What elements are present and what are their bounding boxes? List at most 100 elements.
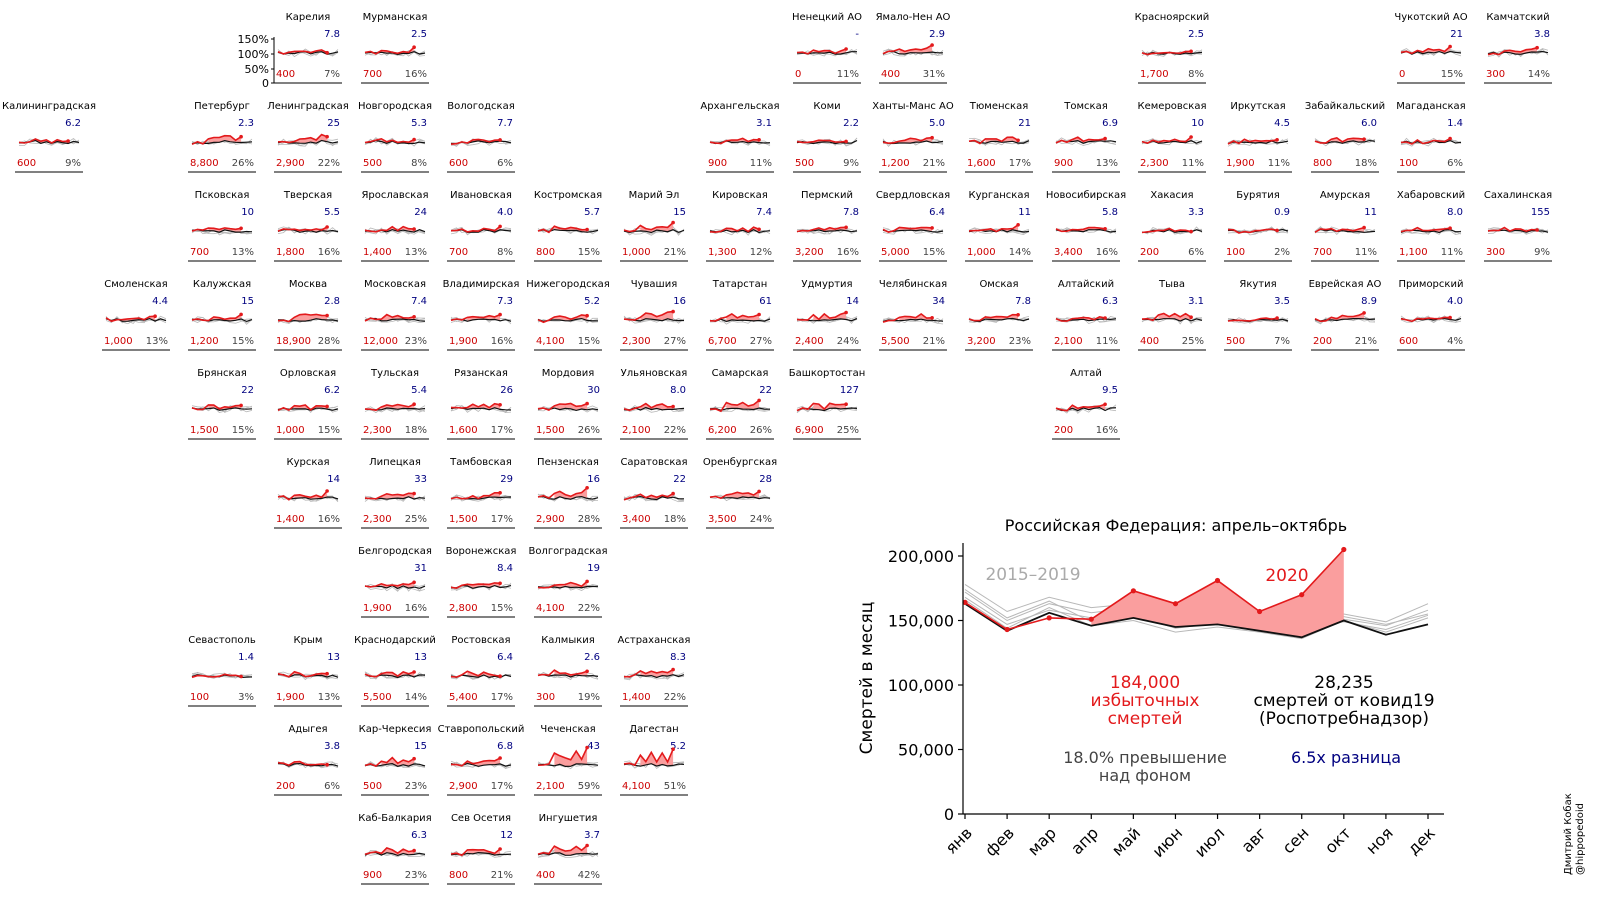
excess-deaths: 2,400 xyxy=(795,336,824,347)
excess-deaths: 4,100 xyxy=(622,781,651,792)
history-line xyxy=(364,849,426,858)
current-year-line xyxy=(537,580,588,589)
covid-ratio: 21 xyxy=(1018,118,1031,129)
excess-deaths: 0 xyxy=(795,69,801,80)
excess-deaths: 2,300 xyxy=(363,514,392,525)
covid-ratio: 26 xyxy=(500,385,513,396)
excess-deaths: 600 xyxy=(1399,336,1418,347)
excess-deaths: 1,900 xyxy=(449,336,478,347)
covid-ratio: 2.8 xyxy=(324,296,340,307)
x-tick-label: июн xyxy=(1149,823,1187,861)
covid-ratio: 2.3 xyxy=(238,118,254,129)
excess-percent: 6% xyxy=(497,158,513,169)
excess-percent: 16% xyxy=(491,336,513,347)
current-year-point xyxy=(498,847,502,851)
region-panel: Мурманская 2.5 700 16% xyxy=(361,12,429,84)
x-tick-label: окт xyxy=(1321,823,1355,857)
current-year-line xyxy=(450,225,501,233)
excess-percent: 17% xyxy=(491,425,513,436)
region-panel: Ивановская 4.0 700 8% xyxy=(447,190,515,262)
region-name: Карелия xyxy=(286,12,331,23)
current-year-line xyxy=(277,404,328,412)
excess-deaths: 1,600 xyxy=(449,425,478,436)
excess-percent: 7% xyxy=(324,69,340,80)
covid-ratio: 4.0 xyxy=(497,207,513,218)
author-handle: @hippopedoid xyxy=(1575,802,1586,875)
region-panel: Пензенская 16 2,900 28% xyxy=(534,457,602,529)
current-year-line xyxy=(623,221,674,233)
excess-area xyxy=(554,581,588,588)
excess-percent: 18% xyxy=(1355,158,1377,169)
region-name: Белгородская xyxy=(358,546,432,557)
region-panel: Чувашия 16 2,300 27% xyxy=(620,279,688,351)
excess-percent: 18% xyxy=(664,514,686,525)
region-name: Липецкая xyxy=(369,457,421,468)
current-year-line xyxy=(537,314,588,324)
region-name: Ивановская xyxy=(450,190,512,201)
current-year-line xyxy=(796,402,847,412)
excess-deaths: 500 xyxy=(363,781,382,792)
region-panel: Новосибирская 5.8 3,400 16% xyxy=(1046,190,1126,262)
current-year-line xyxy=(1400,45,1451,55)
history-line xyxy=(1400,315,1462,323)
excess-deaths: 300 xyxy=(536,692,555,703)
excess-percent: 14% xyxy=(405,692,427,703)
current-year-line xyxy=(191,134,242,146)
region-name: Оренбургская xyxy=(703,457,777,468)
excess-deaths: 1,000 xyxy=(104,336,133,347)
region-name: Тамбовская xyxy=(449,457,512,468)
covid-ratio: 10 xyxy=(241,207,254,218)
excess-percent: 13% xyxy=(318,692,340,703)
excess-percent: 17% xyxy=(1009,158,1031,169)
mini-y-tick-label: 100% xyxy=(238,48,269,61)
history-line xyxy=(796,140,858,146)
current-year-point xyxy=(930,316,934,320)
excess-deaths: 400 xyxy=(536,870,555,881)
main-series xyxy=(962,546,1429,639)
excess-deaths: 1,800 xyxy=(276,247,305,258)
region-name: Ненецкий АО xyxy=(792,12,862,23)
current-year-point xyxy=(671,220,675,225)
excess-percent: 16% xyxy=(318,514,340,525)
excess-deaths: 2,300 xyxy=(1140,158,1169,169)
excess-percent: 6% xyxy=(324,781,340,792)
region-panel: Магаданская 1.4 100 6% xyxy=(1396,101,1466,173)
current-year-point xyxy=(671,309,675,314)
region-name: Татарстан xyxy=(712,279,768,290)
excess-percent: 26% xyxy=(578,425,600,436)
x-tick-label: авг xyxy=(1237,823,1270,856)
excess-deaths: 500 xyxy=(795,158,814,169)
excess-area xyxy=(640,749,674,767)
current-year-point xyxy=(585,669,589,674)
current-year-point xyxy=(325,671,329,676)
current-year-line xyxy=(796,139,847,144)
current-year-line xyxy=(450,402,501,409)
current-year-point xyxy=(671,491,675,496)
covid-ratio: 8.0 xyxy=(670,385,686,396)
history-line xyxy=(1055,316,1117,324)
current-year-point xyxy=(757,312,761,317)
region-panel: Алтайский 6.3 2,100 11% xyxy=(1052,279,1120,351)
excess-deaths: 700 xyxy=(363,69,382,80)
region-name: Омская xyxy=(979,279,1018,290)
region-name: Астраханская xyxy=(618,635,691,646)
region-name: Забайкальский xyxy=(1305,101,1385,112)
excess-deaths: 4,100 xyxy=(536,603,565,614)
history-line xyxy=(191,228,253,235)
covid-ratio: 1.4 xyxy=(1447,118,1463,129)
region-panel: Марий Эл 15 1,000 21% xyxy=(620,190,688,262)
current-year-point xyxy=(1103,227,1107,231)
region-panel: Костромская 5.7 800 15% xyxy=(534,190,602,262)
covid-ratio: 34 xyxy=(932,296,945,307)
current-year-point xyxy=(325,225,329,229)
excess-deaths-line3: смертей xyxy=(1108,709,1183,729)
region-panel: Курская 14 1,400 16% xyxy=(274,457,342,529)
history-line xyxy=(364,761,426,768)
excess-percent-line1: 18.0% превышение xyxy=(1063,748,1227,767)
region-panel: Томская 6.9 900 13% xyxy=(1052,101,1120,173)
region-name: Удмуртия xyxy=(801,279,852,290)
excess-percent: 15% xyxy=(1441,69,1463,80)
baseline-line xyxy=(537,852,599,856)
region-name: Тульская xyxy=(370,368,419,379)
covid-ratio: 6.0 xyxy=(1361,118,1377,129)
